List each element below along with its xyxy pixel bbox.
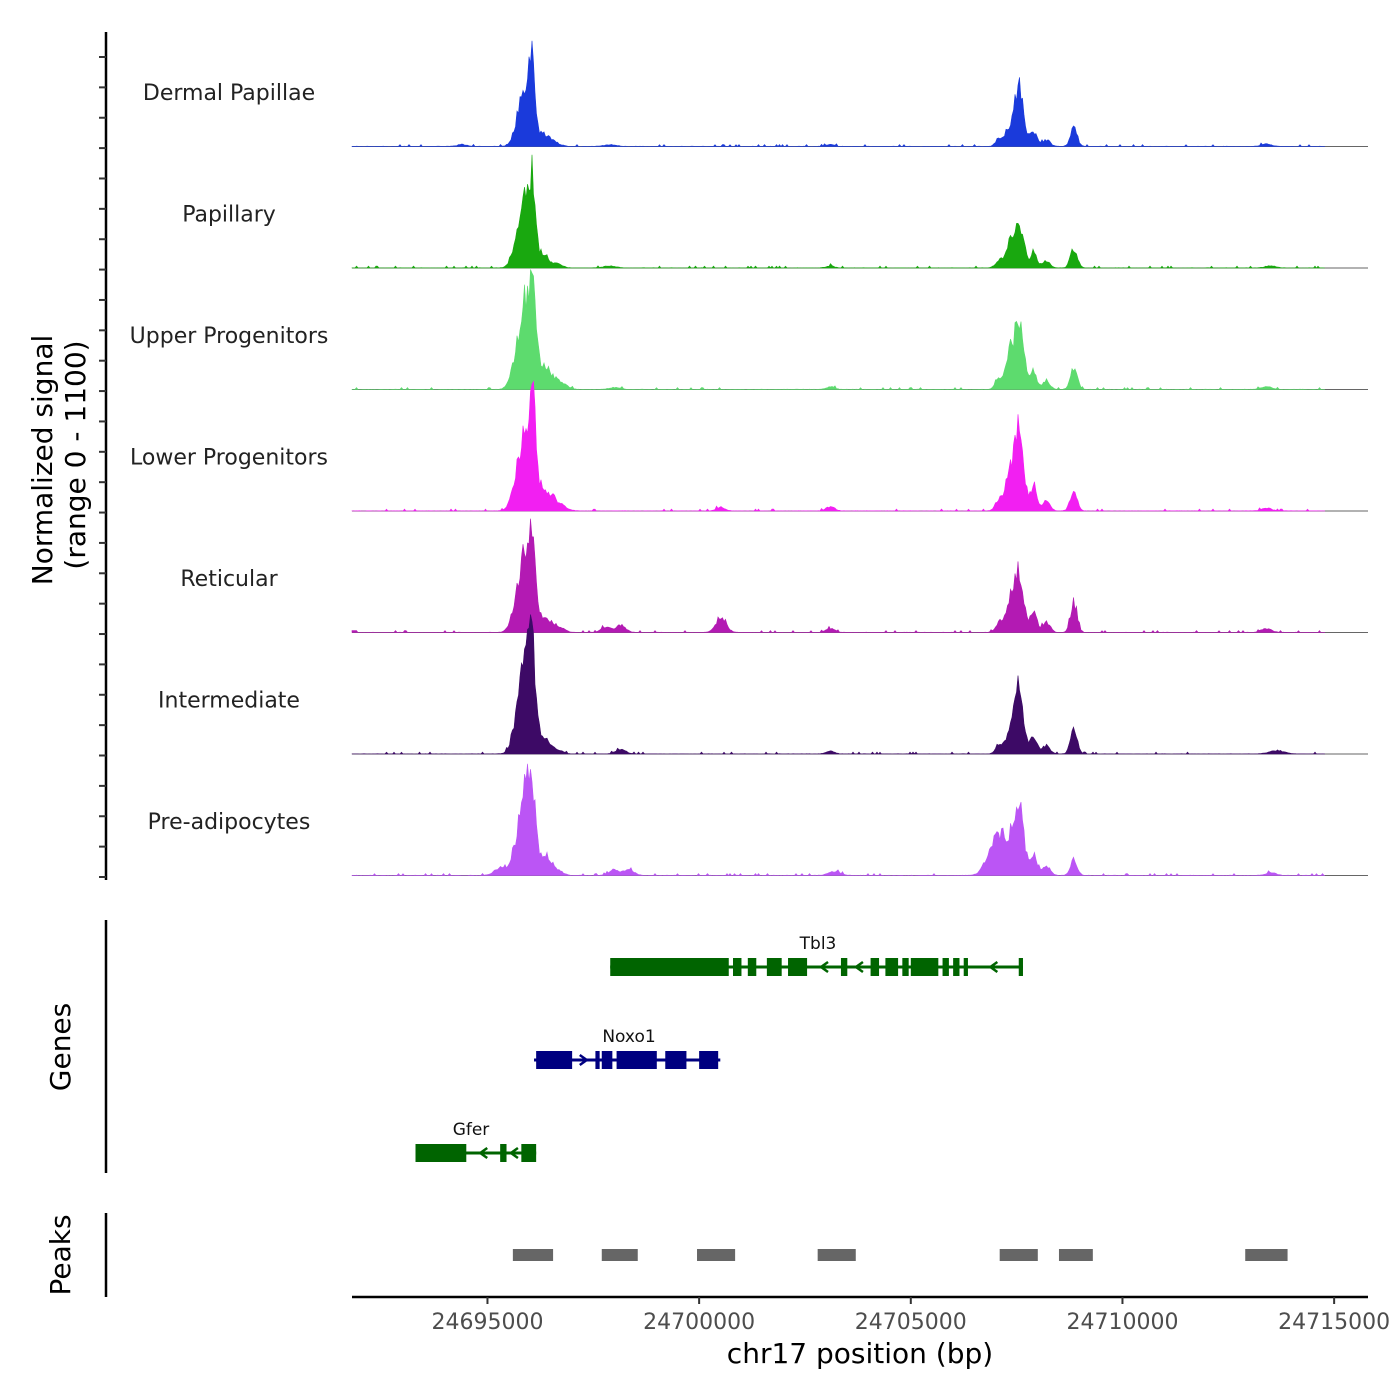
signal-area — [351, 518, 1326, 633]
signal-tracks: Dermal Papillae Papillary Upper Progenitor… — [130, 40, 1368, 876]
gene-exon — [840, 958, 848, 976]
gene-exon — [953, 958, 960, 976]
gene-exon — [521, 1144, 537, 1162]
x-tick-label: 24700000 — [643, 1310, 755, 1335]
peak-region — [1245, 1249, 1288, 1261]
track-reticular: Reticular — [180, 518, 1368, 633]
gene-exon — [500, 1144, 507, 1162]
strand-chevron — [853, 960, 864, 974]
track-label: Lower Progenitors — [130, 446, 328, 471]
gene-exon — [788, 958, 808, 976]
y-axis-label-line2: (range 0 - 1100) — [59, 340, 92, 569]
signal-area — [351, 380, 1326, 512]
track-label: Upper Progenitors — [130, 324, 329, 349]
signal-area — [351, 763, 1326, 876]
track-label: Dermal Papillae — [143, 81, 315, 106]
gene-exon — [699, 1051, 719, 1069]
gene-exon — [963, 958, 968, 976]
track-intermediate: Intermediate — [158, 614, 1368, 755]
peak-track — [512, 1249, 1288, 1261]
gene-tbl3: Tbl3 — [610, 934, 1023, 976]
gene-exon — [885, 958, 899, 976]
gene-exon — [415, 1144, 467, 1162]
peak-region — [512, 1249, 554, 1261]
peak-region — [817, 1249, 856, 1261]
gene-exon — [747, 958, 757, 976]
gene-track: Tbl3 Noxo1 Gfer — [415, 934, 1023, 1162]
signal-area — [351, 269, 1326, 390]
track-dermal-papillae: Dermal Papillae — [143, 40, 1368, 147]
track-papillary: Papillary — [182, 154, 1368, 269]
track-upper-progenitors: Upper Progenitors — [130, 269, 1368, 390]
signal-area — [351, 614, 1326, 755]
gene-gfer: Gfer — [415, 1120, 537, 1162]
gene-noxo1: Noxo1 — [534, 1027, 721, 1069]
gene-label: Gfer — [453, 1120, 490, 1140]
gene-exon — [1018, 958, 1023, 976]
track-lower-progenitors: Lower Progenitors — [130, 380, 1368, 512]
gene-label: Noxo1 — [602, 1027, 655, 1047]
strand-chevron — [478, 1146, 488, 1160]
track-label: Papillary — [182, 203, 276, 228]
signal-y-axis — [99, 32, 108, 880]
track-label: Pre-adipocytes — [148, 810, 311, 835]
x-axis-label: chr17 position (bp) — [727, 1337, 993, 1370]
gene-label: Tbl3 — [799, 934, 837, 954]
x-tick-label: 24695000 — [431, 1310, 543, 1335]
strand-chevron — [579, 1053, 589, 1067]
peak-region — [999, 1249, 1038, 1261]
x-tick-label: 24715000 — [1278, 1310, 1390, 1335]
gene-exon — [601, 1051, 613, 1069]
peak-region — [697, 1249, 736, 1261]
gene-exon — [595, 1051, 600, 1069]
gene-exon — [942, 958, 949, 976]
gene-exon — [910, 958, 939, 976]
gene-exon — [665, 1051, 687, 1069]
x-tick-label: 24705000 — [855, 1310, 967, 1335]
x-axis: 24695000 24700000 24705000 24710000 24715000 — [352, 1295, 1390, 1335]
signal-area — [351, 154, 1325, 269]
gene-exon — [733, 958, 742, 976]
track-pre-adipocytes: Pre-adipocytes — [148, 763, 1368, 876]
y-axis-label-line1: Normalized signal — [26, 335, 59, 586]
strand-chevron — [818, 960, 829, 974]
strand-chevron — [988, 960, 999, 974]
gene-exon — [536, 1051, 573, 1069]
signal-area — [351, 40, 1326, 147]
x-tick-label: 24710000 — [1066, 1310, 1178, 1335]
peak-region — [601, 1249, 638, 1261]
gene-exon — [610, 958, 729, 976]
peaks-track-label: Peaks — [44, 1214, 77, 1295]
gene-exon — [616, 1051, 657, 1069]
peak-region — [1058, 1249, 1093, 1261]
track-label: Reticular — [180, 567, 278, 592]
gene-exon — [766, 958, 782, 976]
strand-chevron — [508, 1146, 519, 1160]
gene-exon — [902, 958, 909, 976]
genes-track-label: Genes — [44, 1003, 77, 1091]
gene-exon — [870, 958, 880, 976]
track-label: Intermediate — [158, 689, 300, 714]
